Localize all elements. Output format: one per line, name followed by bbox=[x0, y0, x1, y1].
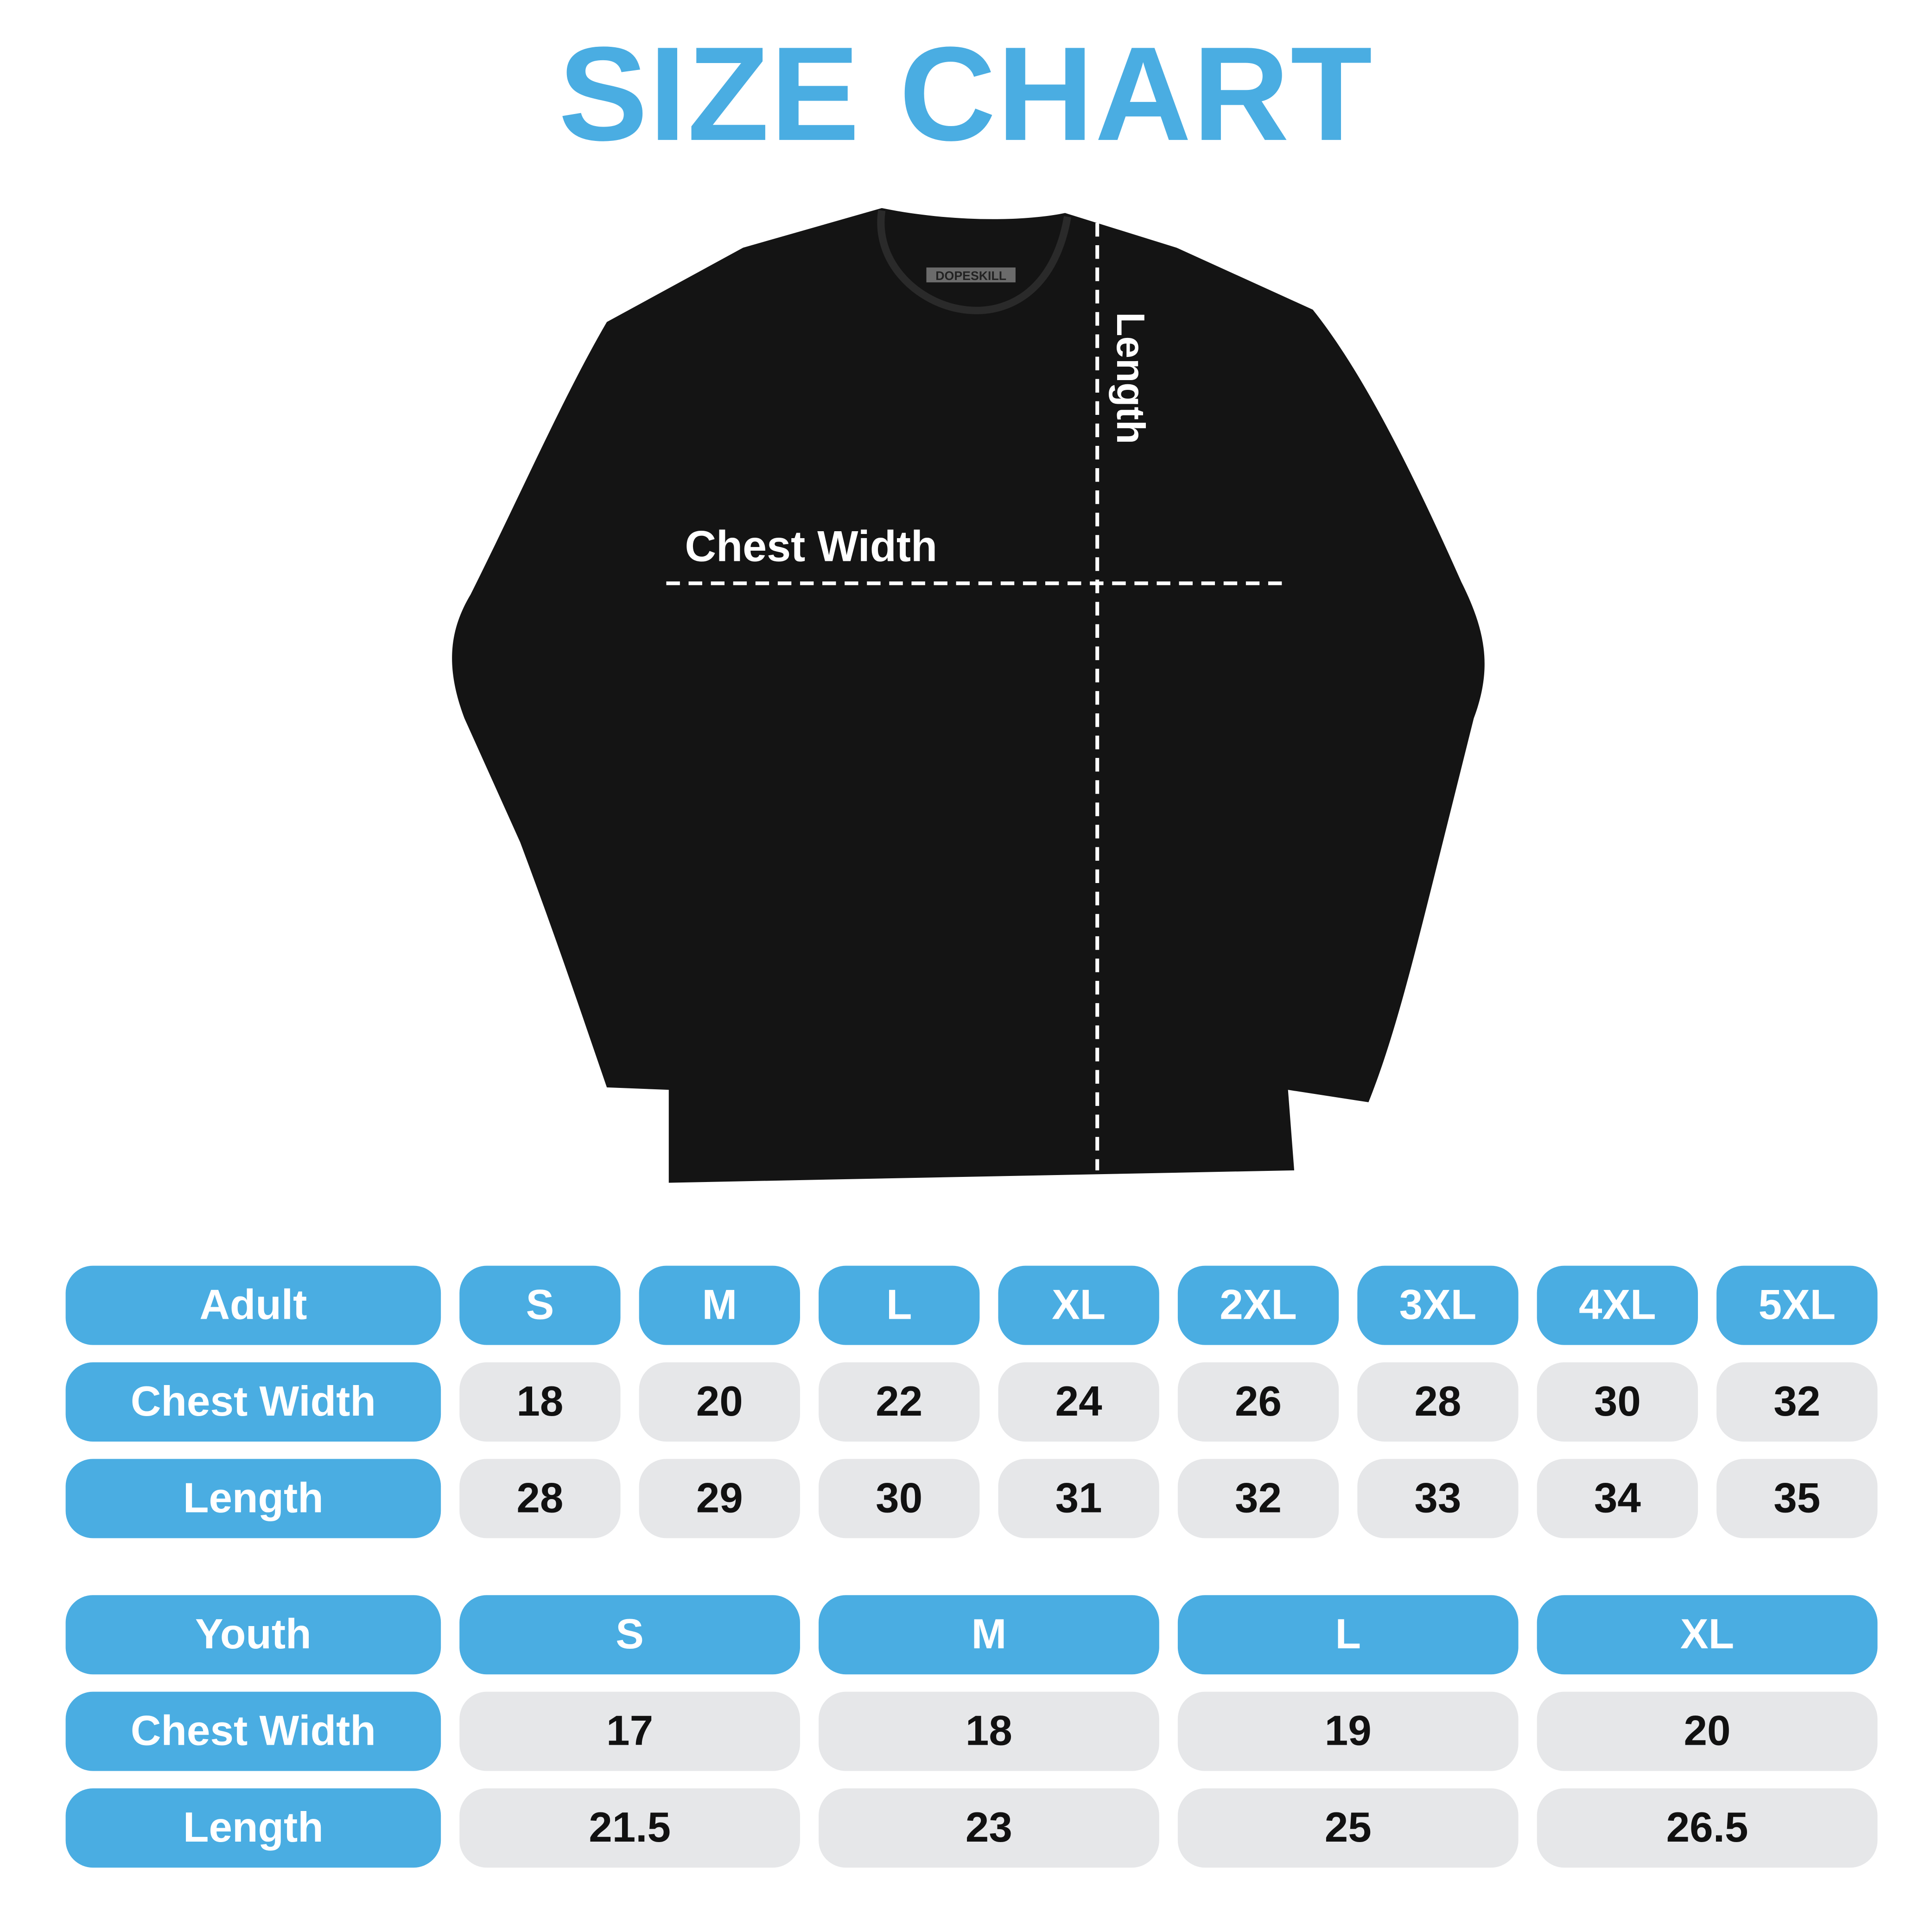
size-value-cell: 30 bbox=[1537, 1362, 1698, 1442]
size-value-cell: 21.5 bbox=[459, 1788, 800, 1868]
size-value-cell: 28 bbox=[1357, 1362, 1519, 1442]
row-label: Length bbox=[65, 1788, 441, 1868]
size-value-cell: 26 bbox=[1177, 1362, 1339, 1442]
size-value-cell: 28 bbox=[459, 1459, 621, 1538]
shirt-body bbox=[452, 208, 1485, 1183]
brand-tag-text: DOPESKILL bbox=[935, 269, 1006, 283]
row-label: Chest Width bbox=[65, 1691, 441, 1771]
size-header-2xl: 2XL bbox=[1177, 1265, 1339, 1345]
row-label: Chest Width bbox=[65, 1362, 441, 1442]
table-header-label: Youth bbox=[65, 1595, 441, 1675]
brand-tag bbox=[926, 267, 1016, 283]
size-value-cell: 25 bbox=[1177, 1788, 1519, 1868]
size-header-l: L bbox=[1177, 1595, 1519, 1675]
size-value-cell: 33 bbox=[1357, 1459, 1519, 1538]
size-value-cell: 35 bbox=[1716, 1459, 1878, 1538]
row-label: Length bbox=[65, 1459, 441, 1538]
long-sleeve-shirt-image: DOPESKILL bbox=[452, 208, 1485, 1183]
size-header-s: S bbox=[459, 1595, 800, 1675]
size-value-cell: 18 bbox=[819, 1691, 1159, 1771]
size-value-cell: 18 bbox=[459, 1362, 621, 1442]
size-header-5xl: 5XL bbox=[1716, 1265, 1878, 1345]
size-value-cell: 19 bbox=[1177, 1691, 1519, 1771]
size-header-xl: XL bbox=[1537, 1595, 1878, 1675]
size-value-cell: 30 bbox=[819, 1459, 980, 1538]
size-value-cell: 26.5 bbox=[1537, 1788, 1878, 1868]
size-value-cell: 31 bbox=[998, 1459, 1159, 1538]
size-value-cell: 24 bbox=[998, 1362, 1159, 1442]
size-value-cell: 23 bbox=[819, 1788, 1159, 1868]
shirt-collar bbox=[877, 210, 1071, 314]
size-header-3xl: 3XL bbox=[1357, 1265, 1519, 1345]
size-header-m: M bbox=[819, 1595, 1159, 1675]
size-header-4xl: 4XL bbox=[1537, 1265, 1698, 1345]
size-value-cell: 32 bbox=[1177, 1459, 1339, 1538]
size-header-m: M bbox=[639, 1265, 800, 1345]
chest-width-label: Chest Width bbox=[685, 522, 938, 571]
size-value-cell: 22 bbox=[819, 1362, 980, 1442]
size-header-s: S bbox=[459, 1265, 621, 1345]
page-title: SIZE CHART bbox=[558, 19, 1374, 169]
size-header-xl: XL bbox=[998, 1265, 1159, 1345]
size-header-l: L bbox=[819, 1265, 980, 1345]
size-value-cell: 20 bbox=[1537, 1691, 1878, 1771]
size-value-cell: 29 bbox=[639, 1459, 800, 1538]
length-label: Length bbox=[1108, 312, 1153, 445]
size-value-cell: 32 bbox=[1716, 1362, 1878, 1442]
size-value-cell: 34 bbox=[1537, 1459, 1698, 1538]
table-header-label: Adult bbox=[65, 1265, 441, 1345]
size-value-cell: 17 bbox=[459, 1691, 800, 1771]
size-value-cell: 20 bbox=[639, 1362, 800, 1442]
